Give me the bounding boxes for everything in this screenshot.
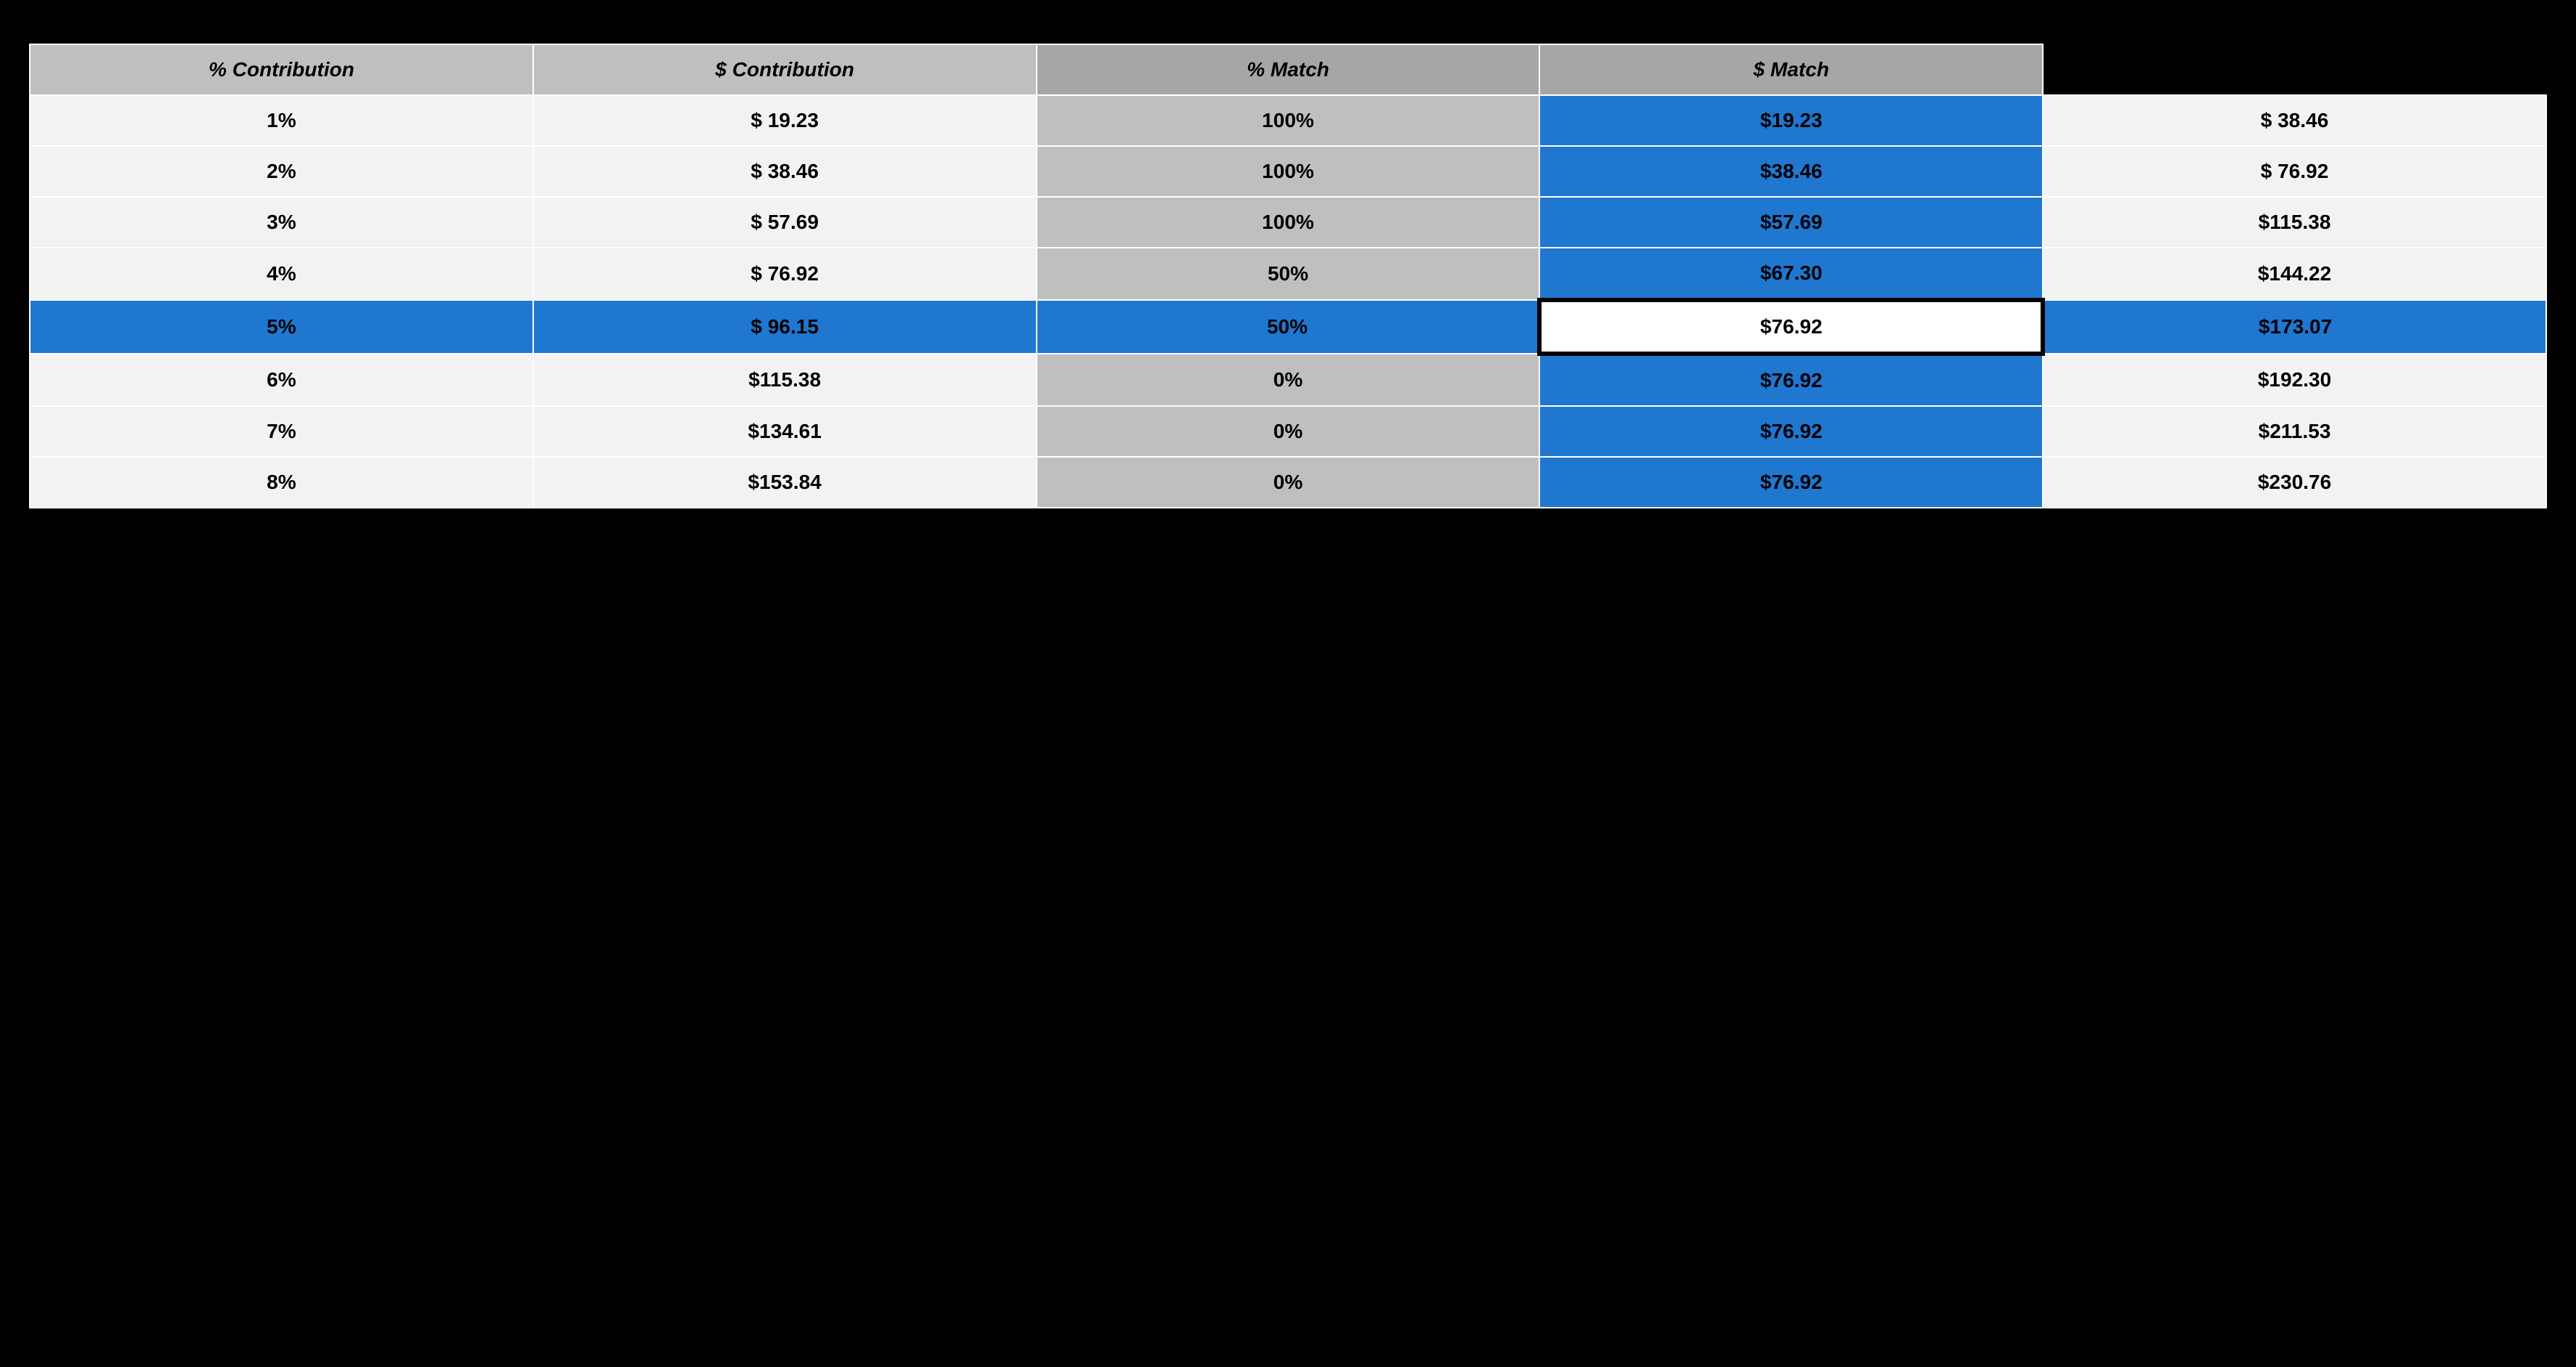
cell-pct: 8% (30, 457, 533, 508)
table-row: 2% $ 38.46 100% $38.46 $ 76.92 (30, 146, 2546, 197)
cell-total: $ 76.92 (2043, 146, 2546, 197)
cell-match-highlight: $76.92 (1539, 300, 2043, 354)
table-row: 1% $ 19.23 100% $19.23 $ 38.46 (30, 95, 2546, 146)
cell-total: $230.76 (2043, 457, 2546, 508)
cell-match: $67.30 (1539, 248, 2043, 300)
cell-match-pct: 100% (1037, 146, 1540, 197)
cell-contrib: $134.61 (533, 406, 1037, 457)
col-total (2043, 44, 2546, 95)
cell-match: $57.69 (1539, 197, 2043, 248)
table-row-highlight: 5% $ 96.15 50% $76.92 $173.07 (30, 300, 2546, 354)
cell-total: $115.38 (2043, 197, 2546, 248)
cell-pct: 2% (30, 146, 533, 197)
table-row: 4% $ 76.92 50% $67.30 $144.22 (30, 248, 2546, 300)
cell-total: $211.53 (2043, 406, 2546, 457)
cell-contrib: $115.38 (533, 354, 1037, 406)
cell-match: $19.23 (1539, 95, 2043, 146)
cell-contrib: $ 96.15 (533, 300, 1037, 354)
cell-match-pct: 50% (1037, 248, 1540, 300)
col-dollar-match: $ Match (1539, 44, 2043, 95)
cell-match: $76.92 (1539, 354, 2043, 406)
cell-match-pct: 100% (1037, 95, 1540, 146)
col-pct-contribution: % Contribution (30, 44, 533, 95)
cell-contrib: $ 57.69 (533, 197, 1037, 248)
table-row: 8% $153.84 0% $76.92 $230.76 (30, 457, 2546, 508)
cell-match-pct: 50% (1037, 300, 1540, 354)
cell-contrib: $ 76.92 (533, 248, 1037, 300)
cell-contrib: $ 38.46 (533, 146, 1037, 197)
cell-pct: 3% (30, 197, 533, 248)
cell-match-pct: 0% (1037, 354, 1540, 406)
cell-total: $173.07 (2043, 300, 2546, 354)
col-pct-match: % Match (1037, 44, 1540, 95)
cell-pct: 4% (30, 248, 533, 300)
table-row: 7% $134.61 0% $76.92 $211.53 (30, 406, 2546, 457)
cell-contrib: $ 19.23 (533, 95, 1037, 146)
cell-total: $ 38.46 (2043, 95, 2546, 146)
cell-pct: 7% (30, 406, 533, 457)
cell-pct: 5% (30, 300, 533, 354)
cell-total: $144.22 (2043, 248, 2546, 300)
cell-match: $76.92 (1539, 406, 2043, 457)
table-body: 1% $ 19.23 100% $19.23 $ 38.46 2% $ 38.4… (30, 95, 2546, 508)
table-row: 3% $ 57.69 100% $57.69 $115.38 (30, 197, 2546, 248)
cell-pct: 6% (30, 354, 533, 406)
cell-match-pct: 100% (1037, 197, 1540, 248)
contribution-match-table: % Contribution $ Contribution % Match $ … (29, 44, 2547, 508)
cell-contrib: $153.84 (533, 457, 1037, 508)
cell-match-pct: 0% (1037, 457, 1540, 508)
table-header-row: % Contribution $ Contribution % Match $ … (30, 44, 2546, 95)
contribution-match-table-container: % Contribution $ Contribution % Match $ … (0, 0, 2576, 538)
cell-total: $192.30 (2043, 354, 2546, 406)
table-row: 6% $115.38 0% $76.92 $192.30 (30, 354, 2546, 406)
cell-match-pct: 0% (1037, 406, 1540, 457)
cell-match: $76.92 (1539, 457, 2043, 508)
cell-match: $38.46 (1539, 146, 2043, 197)
cell-pct: 1% (30, 95, 533, 146)
col-dollar-contribution: $ Contribution (533, 44, 1037, 95)
